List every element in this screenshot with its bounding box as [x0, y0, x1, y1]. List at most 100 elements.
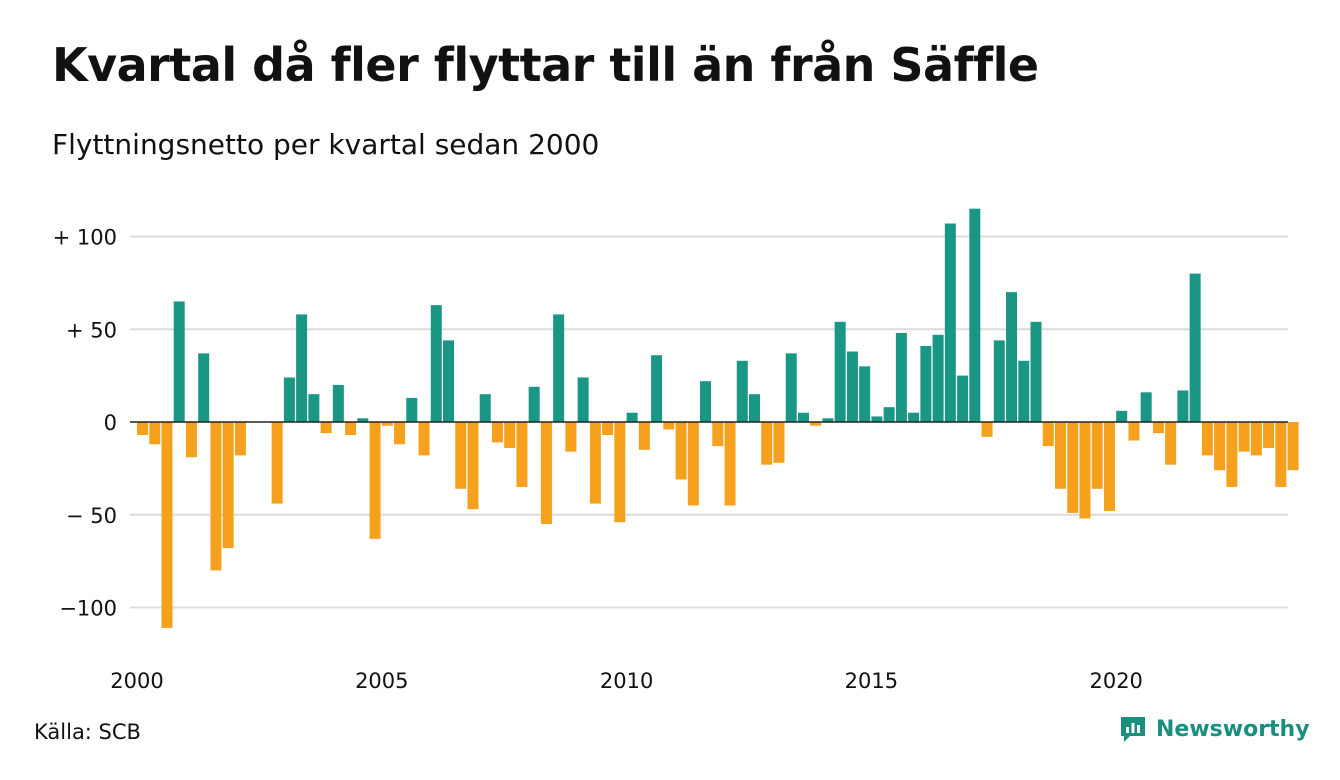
bar-negative — [369, 422, 381, 539]
bar-negative — [394, 422, 406, 445]
y-tick-label: − 50 — [66, 504, 117, 528]
x-tick-label: 2020 — [1089, 669, 1142, 693]
bar-negative — [981, 422, 993, 437]
bar-positive — [357, 418, 369, 422]
bar-positive — [859, 366, 871, 422]
bar-positive — [430, 305, 442, 422]
bar-positive — [577, 377, 589, 422]
bar-positive — [173, 301, 185, 422]
bar-positive — [908, 412, 920, 422]
bar-negative — [773, 422, 785, 463]
bar-negative — [1152, 422, 1164, 434]
bar-positive — [443, 340, 454, 422]
bar-negative — [724, 422, 736, 506]
bar-negative — [1287, 422, 1299, 471]
bar-negative — [271, 422, 283, 504]
bar-positive — [883, 407, 895, 422]
bar-negative — [663, 422, 675, 430]
bar-negative — [1128, 422, 1140, 441]
bar-positive — [1189, 273, 1201, 422]
x-tick-label: 2015 — [845, 669, 898, 693]
bar-positive — [1018, 360, 1030, 422]
bar-positive — [553, 314, 565, 422]
bar-positive — [846, 351, 858, 422]
bar-negative — [1042, 422, 1054, 447]
bar-negative — [1275, 422, 1287, 487]
bar-negative — [1263, 422, 1275, 448]
bar-positive — [895, 332, 907, 422]
bar-positive — [993, 340, 1005, 422]
bar-negative — [418, 422, 430, 456]
bar-positive — [1177, 390, 1189, 422]
bars — [137, 208, 1299, 628]
bar-positive — [785, 353, 797, 422]
bar-positive — [797, 412, 809, 422]
bar-negative — [345, 422, 357, 435]
bar-positive — [406, 397, 418, 422]
bar-positive — [198, 353, 210, 422]
bar-positive — [626, 412, 638, 422]
bar-negative — [589, 422, 601, 504]
bar-negative — [381, 422, 393, 426]
bar-positive — [700, 381, 712, 422]
brand-logo: Newsworthy — [1118, 714, 1310, 744]
bar-negative — [185, 422, 197, 458]
bar-negative — [687, 422, 699, 506]
bar-positive — [969, 208, 981, 422]
bar-negative — [504, 422, 516, 448]
source-note: Källa: SCB — [34, 720, 141, 744]
x-axis-ticks: 2000 2005 2010 2015 2020 — [110, 669, 1143, 693]
bar-negative — [1067, 422, 1079, 513]
y-tick-label: + 100 — [53, 226, 117, 250]
bar-negative — [234, 422, 246, 456]
bar-positive — [308, 394, 320, 422]
bar-positive — [1116, 410, 1128, 422]
y-axis-ticks: + 100 + 50 0 − 50 −100 — [53, 226, 117, 621]
bar-positive — [920, 345, 932, 422]
bar-positive — [736, 360, 748, 422]
bar-negative — [161, 422, 173, 628]
bar-negative — [1055, 422, 1066, 489]
bar-negative — [540, 422, 552, 525]
bar-negative — [1103, 422, 1115, 512]
bar-positive — [944, 223, 956, 422]
newsworthy-logo-icon — [1121, 717, 1145, 742]
bar-negative — [1214, 422, 1226, 471]
bar-negative — [675, 422, 687, 480]
bar-positive — [749, 394, 760, 422]
bar-positive — [528, 386, 540, 422]
bar-positive — [1140, 392, 1152, 422]
bar-negative — [455, 422, 467, 489]
brand-name: Newsworthy — [1156, 716, 1310, 742]
grid-lines — [130, 235, 1288, 609]
chart-subtitle: Flyttningsnetto per kvartal sedan 2000 — [52, 128, 600, 161]
bar-negative — [1201, 422, 1213, 456]
bar-negative — [712, 422, 724, 447]
x-tick-label: 2000 — [110, 669, 163, 693]
bar-positive — [296, 314, 308, 422]
x-tick-label: 2010 — [600, 669, 653, 693]
bar-negative — [491, 422, 503, 443]
bar-negative — [614, 422, 626, 523]
bar-negative — [467, 422, 479, 510]
bar-negative — [1079, 422, 1091, 519]
bar-negative — [761, 422, 773, 465]
bar-positive — [834, 321, 846, 422]
bar-positive — [283, 377, 295, 422]
bar-positive — [957, 375, 969, 422]
bar-negative — [602, 422, 614, 435]
bar-positive — [1030, 321, 1042, 422]
bar-negative — [1165, 422, 1177, 465]
bar-positive — [479, 394, 491, 422]
bar-negative — [638, 422, 650, 450]
bar-positive — [932, 334, 944, 422]
bar-negative — [565, 422, 577, 452]
bar-negative — [1250, 422, 1262, 456]
x-tick-label: 2005 — [355, 669, 408, 693]
bar-positive — [822, 418, 834, 422]
bar-negative — [320, 422, 332, 434]
bar-negative — [210, 422, 222, 571]
bar-negative — [1091, 422, 1103, 489]
bar-positive — [871, 416, 883, 422]
